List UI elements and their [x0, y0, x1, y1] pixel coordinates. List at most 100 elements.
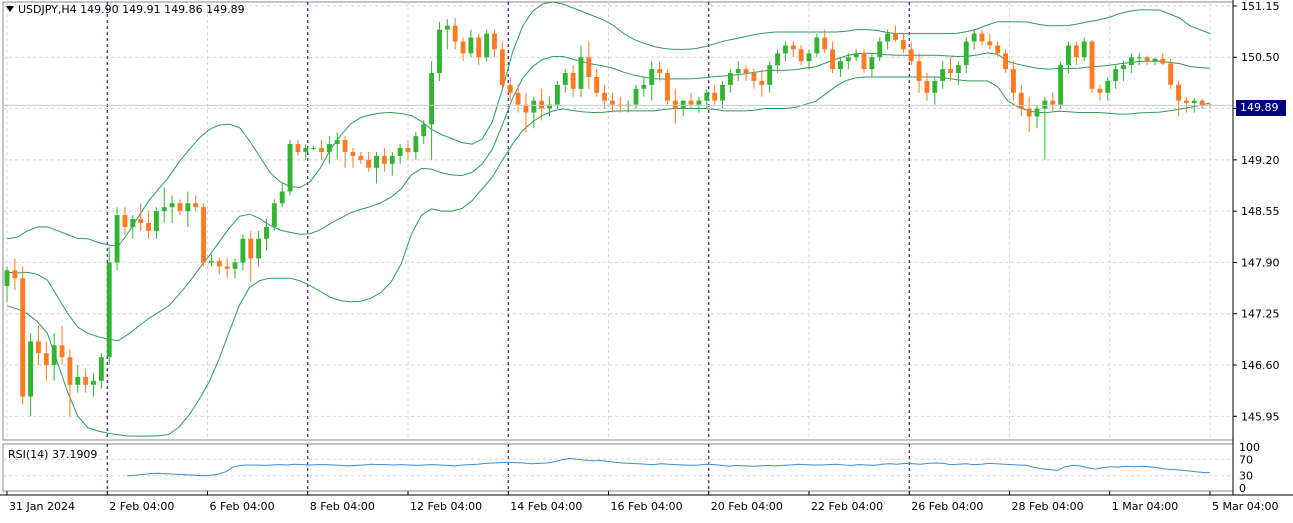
- candle-body-bull: [547, 104, 552, 109]
- candle-body-bull: [1152, 58, 1158, 62]
- candle-body-bear: [609, 100, 615, 105]
- candle-body-bear: [366, 159, 372, 168]
- rsi-line: [126, 457, 1211, 477]
- candle-body-bull: [1034, 108, 1040, 117]
- candle-body-bull: [554, 84, 560, 105]
- candle-body-bear: [342, 140, 348, 152]
- x-tick-label: 31 Jan 2024: [9, 500, 75, 513]
- candle-body-bear: [861, 53, 867, 70]
- y-tick-label: 150.50: [1241, 51, 1280, 64]
- candle-body-bear: [452, 25, 458, 42]
- candle-body-bull: [232, 262, 238, 269]
- candle-body-bear: [893, 33, 898, 40]
- candle-body-bear: [83, 376, 89, 385]
- candle-body-bull: [303, 148, 309, 152]
- candle-body-bear: [319, 148, 324, 152]
- y-tick-label: 149.20: [1241, 154, 1280, 167]
- candle-body-bull: [444, 25, 450, 30]
- x-tick-label: 12 Feb 04:00: [410, 500, 482, 513]
- candle-body-bear: [1144, 57, 1150, 62]
- candle-body-bull: [806, 53, 812, 62]
- candle-body-bull: [845, 57, 851, 62]
- candle-body-bull: [169, 203, 175, 208]
- candle-body-bull: [1081, 41, 1087, 58]
- current-price-tag: 149.89: [1236, 100, 1286, 116]
- candle-body-bear: [539, 100, 545, 109]
- candle-body-bull: [429, 73, 435, 125]
- candle-body-bull: [374, 155, 379, 168]
- x-tick-label: 8 Feb 04:00: [310, 500, 375, 513]
- candle-body-bear: [43, 353, 49, 366]
- y-tick-label: 151.15: [1241, 0, 1280, 13]
- candle-body-bull: [1113, 69, 1119, 81]
- candle-body-bull: [413, 136, 419, 152]
- candle-body-bear: [67, 357, 73, 385]
- candle-body-bull: [932, 80, 938, 93]
- rsi-pane-frame: [2, 443, 1234, 492]
- candle-body-bull: [256, 238, 262, 259]
- candle-body-bear: [59, 345, 65, 358]
- candle-body-bear: [1003, 53, 1009, 70]
- candle-body-bull: [838, 61, 843, 70]
- candle-body-bull: [940, 69, 946, 81]
- candle-body-bull: [91, 380, 96, 385]
- candle-body-bull: [271, 203, 277, 227]
- candle-body-bear: [523, 104, 529, 113]
- candle-body-bear: [798, 49, 804, 62]
- candle-body-bull: [641, 84, 647, 89]
- candle-body-bull: [287, 144, 293, 192]
- candle-body-bull: [1066, 45, 1071, 66]
- candle-body-bull: [437, 29, 442, 74]
- candle-body-bear: [948, 69, 953, 74]
- candle-body-bear: [987, 41, 993, 46]
- candle-body-bear: [1176, 84, 1181, 101]
- chart-title: USDJPY,H4 149.90 149.91 149.86 149.89: [6, 3, 245, 16]
- candle-body-bull: [208, 260, 214, 263]
- candle-body-bear: [248, 238, 254, 259]
- candle-body-bull: [1128, 57, 1134, 66]
- candle-body-bull: [114, 215, 120, 263]
- x-tick-label: 22 Feb 04:00: [811, 500, 883, 513]
- candle-body-bull: [484, 33, 490, 58]
- candle-body-bull: [704, 92, 710, 101]
- candle-body-bull: [153, 211, 159, 231]
- dropdown-triangle-icon[interactable]: [6, 6, 14, 12]
- candle-body-bull: [1136, 57, 1142, 59]
- candle-body-bull: [1121, 65, 1126, 70]
- candle-body-bear: [193, 203, 199, 208]
- rsi-level-label: 100: [1239, 441, 1260, 454]
- candle-body-bull: [185, 203, 191, 212]
- candle-body-bear: [1050, 100, 1056, 105]
- candle-body-bear: [924, 80, 930, 93]
- candle-body-bull: [814, 37, 820, 54]
- candle-body-bear: [979, 33, 985, 42]
- candle-body-bull: [885, 33, 891, 42]
- candle-body-bull: [421, 124, 427, 137]
- candle-body-bull: [106, 262, 112, 358]
- candle-body-bull: [311, 148, 317, 149]
- candle-body-bull: [680, 100, 686, 109]
- candle-body-bear: [492, 33, 497, 50]
- candle-body-bear: [146, 222, 151, 231]
- candle-body-bear: [1089, 41, 1095, 89]
- candle-body-bull: [727, 73, 733, 85]
- candle-body-bear: [672, 100, 678, 109]
- candle-body-bull: [326, 144, 332, 152]
- candle-body-bull: [869, 57, 875, 70]
- y-tick-label: 148.55: [1241, 205, 1280, 218]
- candle-body-bear: [790, 45, 796, 50]
- candle-body-bull: [633, 88, 639, 105]
- y-tick-label: 147.90: [1241, 256, 1280, 269]
- candle-body-bear: [224, 266, 230, 269]
- candle-body-bear: [515, 92, 521, 105]
- candle-body-bull: [578, 57, 584, 89]
- candle-body-bear: [1010, 69, 1016, 93]
- candle-body-bear: [1097, 88, 1103, 93]
- symbol-ohlc-label: USDJPY,H4 149.90 149.91 149.86 149.89: [18, 3, 245, 16]
- candle-body-bear: [830, 49, 836, 70]
- candle-body-bull: [877, 41, 883, 58]
- candle-body-bear: [822, 37, 828, 50]
- candle-body-bull: [767, 65, 773, 85]
- candle-body-bull: [963, 41, 969, 66]
